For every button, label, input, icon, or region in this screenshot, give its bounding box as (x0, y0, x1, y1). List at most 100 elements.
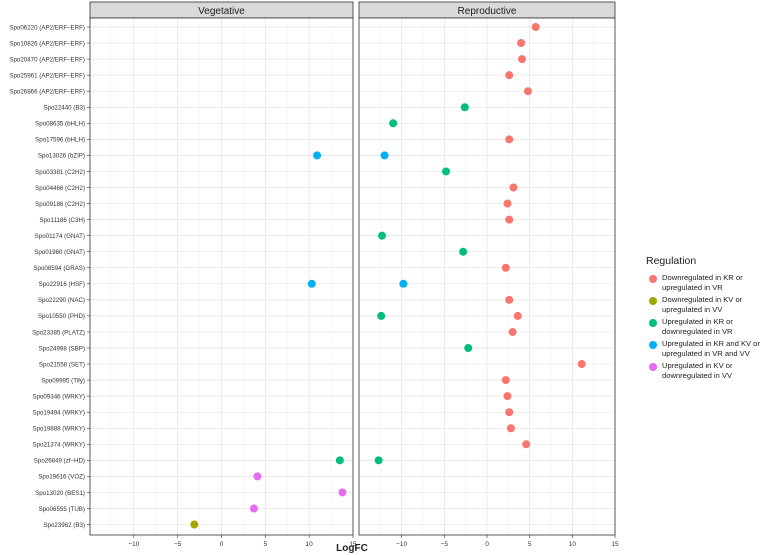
data-point (503, 392, 512, 401)
data-point (517, 39, 526, 48)
legend-label: Upregulated in KR or downregulated in VR (662, 317, 733, 336)
legend-item: Upregulated in KV or downregulated in VV (646, 361, 776, 381)
data-point (460, 103, 469, 112)
data-point (190, 520, 199, 529)
data-point (517, 55, 526, 64)
facet-label: Vegetative (198, 6, 245, 17)
data-point (506, 424, 515, 433)
legend-item: Downregulated in KV or upregulated in VV (646, 295, 776, 315)
x-tick-label: 5 (264, 541, 268, 548)
data-point (505, 295, 514, 304)
legend-label: Upregulated in KV or downregulated in VV (662, 361, 733, 380)
data-point (505, 71, 514, 80)
y-tick-label: Spo01174 (GNAT) (35, 233, 85, 240)
legend-swatch (649, 297, 657, 305)
x-tick-label: 0 (485, 541, 489, 548)
facet-label: Reproductive (458, 6, 517, 17)
data-point (464, 344, 473, 352)
legend-label: Downregulated in KV or upregulated in VV (662, 295, 743, 314)
legend-swatch (649, 363, 657, 371)
x-tick-label: −10 (396, 541, 407, 548)
y-tick-label: Spo20470 (AP2/ERF–ERF) (9, 56, 85, 63)
data-point (442, 167, 451, 176)
legend-item: Upregulated in KR and KV or upregulated … (646, 339, 776, 359)
data-point (501, 263, 510, 272)
data-point (523, 87, 532, 96)
x-tick-label: 15 (611, 541, 619, 548)
data-point (335, 456, 344, 465)
y-tick-label: Spo26866 (AP2/ERF–ERF) (9, 89, 85, 96)
y-tick-label: Spo22916 (HSF) (39, 281, 85, 288)
data-point (377, 311, 386, 320)
data-point (509, 183, 518, 192)
data-point (249, 504, 258, 513)
y-tick-label: Spo19494 (WRKY) (32, 410, 85, 417)
data-point (505, 215, 514, 224)
y-tick-label: Spo06555 (TUB) (39, 506, 85, 513)
y-tick-label: Spo22440 (B3) (43, 105, 85, 112)
data-point (531, 23, 540, 31)
x-tick-label: −5 (174, 541, 182, 548)
y-tick-label: Spo09346 (WRKY) (32, 393, 85, 400)
data-point (338, 488, 347, 497)
y-tick-label: Spo03381 (C2H2) (35, 169, 85, 176)
y-tick-label: Spo13020 (BES1) (35, 490, 85, 497)
x-tick-label: 15 (349, 541, 357, 548)
y-tick-label: Spo01980 (GNAT) (34, 249, 85, 256)
y-tick-label: Spo21558 (SET) (39, 361, 85, 368)
y-tick-label: Spo10550 (PHD) (38, 313, 85, 320)
legend-swatch (649, 341, 657, 349)
data-point (505, 135, 514, 144)
x-tick-label: 0 (220, 541, 224, 548)
legend-title: Regulation (646, 255, 697, 267)
y-tick-label: Spo11186 (C3H) (39, 217, 85, 224)
y-tick-label: Spo19616 (VOZ) (38, 474, 85, 481)
legend-item: Upregulated in KR or downregulated in VR (646, 317, 776, 337)
y-tick-label: Spo17596 (bHLH) (35, 137, 85, 144)
y-tick-label: Spo13026 (bZIP) (38, 153, 85, 160)
data-point (522, 440, 531, 449)
data-point (378, 231, 387, 240)
data-point (505, 408, 514, 417)
data-point (374, 456, 383, 465)
y-tick-label: Spo09186 (C2H2) (35, 201, 85, 208)
data-point (389, 119, 398, 128)
y-tick-label: Spo08594 (GRAS) (33, 265, 85, 272)
y-tick-label: Spo25961 (AP2/ERF–ERF) (9, 72, 85, 79)
y-tick-label: Spo04466 (C2H2) (35, 185, 85, 192)
data-point (508, 327, 517, 336)
y-tick-label: Spo24998 (SBP) (39, 345, 85, 352)
y-tick-label: Spo23962 (B3) (43, 522, 85, 529)
legend-item: Downregulated in KR or upregulated in VR (646, 273, 776, 293)
y-tick-label: Spo23385 (PLATZ) (32, 329, 85, 336)
x-tick-label: 5 (528, 541, 532, 548)
data-point (399, 279, 408, 288)
y-tick-label: Spo26849 (zf–HD) (34, 458, 85, 465)
data-point (577, 360, 586, 369)
data-point (501, 376, 510, 385)
legend-label: Downregulated in KR or upregulated in VR (662, 273, 743, 292)
x-tick-label: 10 (569, 541, 577, 548)
data-point (313, 151, 322, 160)
y-tick-label: Spo21374 (WRKY) (32, 442, 85, 449)
y-tick-label: Spo08635 (bHLH) (35, 121, 85, 128)
legend-label: Upregulated in KR and KV or upregulated … (662, 339, 760, 358)
data-point (513, 311, 522, 320)
data-point (503, 199, 512, 208)
x-tick-label: 10 (306, 541, 314, 548)
x-tick-label: −10 (128, 541, 139, 548)
x-axis-title: LogFC (336, 543, 368, 554)
y-tick-label: Spo06220 (AP2/ERF–ERF) (9, 24, 85, 31)
legend-swatch (649, 319, 657, 327)
data-point (307, 279, 316, 288)
y-tick-label: Spo22290 (NAC) (38, 297, 85, 304)
y-tick-label: Spo10826 (AP2/ERF–ERF) (9, 40, 85, 47)
data-point (459, 247, 468, 256)
x-tick-label: −5 (441, 541, 449, 548)
data-point (253, 472, 262, 481)
legend-items: Downregulated in KR or upregulated in VR… (646, 273, 776, 381)
data-point (380, 151, 389, 160)
y-tick-label: Spo19888 (WRKY) (32, 426, 85, 433)
y-tick-label: Spo09995 (Tify) (41, 377, 85, 384)
